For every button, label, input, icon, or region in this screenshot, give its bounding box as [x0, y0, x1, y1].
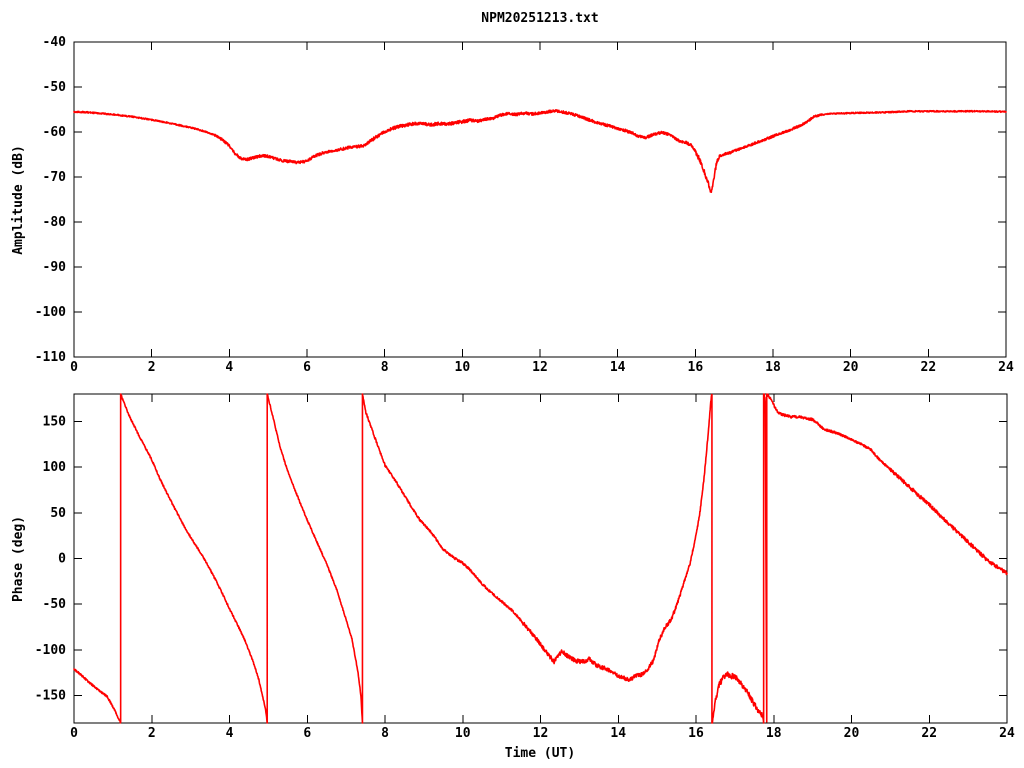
- y-tick-label: -40: [43, 35, 67, 50]
- x-tick-label: 22: [921, 360, 937, 375]
- y-tick-label: 100: [43, 460, 67, 475]
- x-tick-label: 20: [843, 360, 859, 375]
- x-tick-label: 16: [688, 360, 704, 375]
- y-tick-label: -100: [35, 643, 66, 658]
- x-tick-label: 4: [226, 726, 234, 741]
- time-x-axis-label: Time (UT): [505, 746, 575, 761]
- x-tick-label: 8: [381, 726, 389, 741]
- phase-trace: [73, 393, 1008, 724]
- phase-y-axis-label: Phase (deg): [11, 516, 26, 602]
- x-tick-label: 0: [70, 726, 78, 741]
- x-tick-label: 24: [999, 726, 1015, 741]
- x-tick-label: 18: [765, 360, 781, 375]
- y-tick-label: -90: [43, 260, 67, 275]
- x-tick-label: 6: [303, 360, 311, 375]
- x-tick-label: 10: [455, 726, 471, 741]
- y-tick-label: -50: [43, 597, 67, 612]
- x-tick-label: 12: [532, 360, 548, 375]
- x-tick-label: 12: [533, 726, 549, 741]
- y-tick-label: -80: [43, 215, 67, 230]
- chart-title: NPM20251213.txt: [481, 11, 598, 26]
- y-tick-label: -60: [43, 125, 67, 140]
- plot-frame: [73, 393, 1008, 724]
- x-tick-label: 8: [381, 360, 389, 375]
- x-tick-label: 4: [225, 360, 233, 375]
- amplitude-plot: 0 2 4 6 8 10 12 14 16 18 20 22 24-110-100-90-80-70-6…: [35, 35, 1014, 375]
- y-tick-label: 150: [43, 414, 67, 429]
- amplitude-y-axis-label: Amplitude (dB): [11, 145, 26, 255]
- y-tick-label: -100: [35, 305, 66, 320]
- y-tick-label: -50: [43, 80, 67, 95]
- x-tick-label: 14: [610, 360, 626, 375]
- x-tick-label: 0: [70, 360, 78, 375]
- x-tick-label: 20: [844, 726, 860, 741]
- y-tick-label: -70: [43, 170, 67, 185]
- x-tick-label: 2: [148, 360, 156, 375]
- x-tick-label: 16: [688, 726, 704, 741]
- x-tick-label: 24: [998, 360, 1014, 375]
- y-tick-label: 0: [58, 552, 66, 567]
- x-tick-label: 10: [455, 360, 471, 375]
- x-tick-label: 22: [921, 726, 937, 741]
- phase-plot: 0 2 4 6 8 10 12 14 16 18 20 22 24-150-100-5005010015…: [35, 393, 1015, 741]
- x-tick-label: 6: [303, 726, 311, 741]
- y-tick-label: 50: [50, 506, 66, 521]
- x-tick-label: 2: [148, 726, 156, 741]
- amplitude-trace: [73, 109, 1007, 194]
- y-tick-label: -150: [35, 689, 66, 704]
- x-tick-label: 14: [610, 726, 626, 741]
- plot-frame: [73, 41, 1007, 358]
- y-tick-label: -110: [35, 350, 66, 365]
- x-tick-label: 18: [766, 726, 782, 741]
